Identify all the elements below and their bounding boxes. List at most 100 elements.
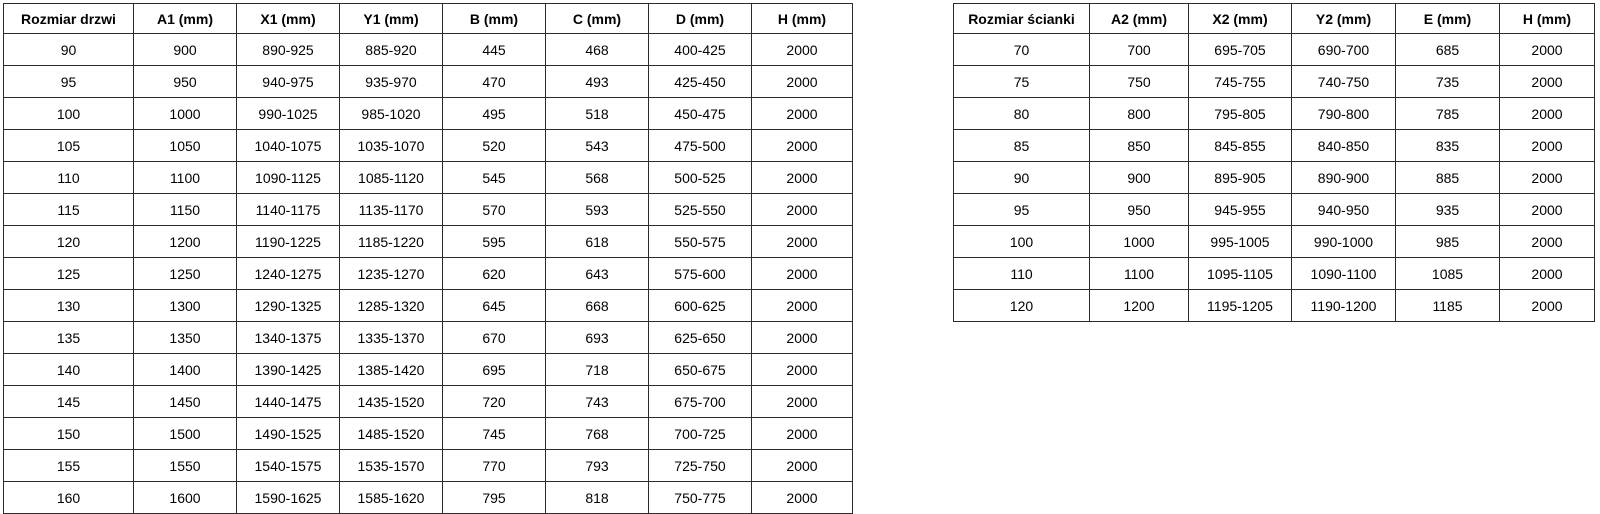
table-cell: 70 [953, 33, 1090, 66]
table-cell: 840-850 [1291, 129, 1396, 162]
table-cell: 130 [3, 289, 134, 322]
table-cell: 1190-1225 [236, 225, 340, 258]
table-cell: 525-550 [648, 193, 752, 226]
column-header: X2 (mm) [1188, 3, 1292, 34]
table-row: 155 1550 1540-1575 1535-1570 770 793 725-750 20… [3, 449, 853, 482]
table-cell: 1385-1420 [339, 353, 443, 386]
table-cell: 2000 [751, 289, 853, 322]
table-cell: 1090-1125 [236, 161, 340, 194]
table-cell: 2000 [751, 129, 853, 162]
door-sizes-table: Rozmiar drzwi A1 (mm) X1 (mm) Y1 (mm) B (mm)… [3, 3, 853, 514]
table-cell: 940-950 [1291, 193, 1396, 226]
table-cell: 1085-1120 [339, 161, 443, 194]
table-cell: 2000 [1499, 161, 1595, 194]
table-cell: 885 [1395, 161, 1500, 194]
table-cell: 745 [442, 417, 546, 450]
table-cell: 693 [545, 321, 649, 354]
table-cell: 695-705 [1188, 33, 1292, 66]
table-cell: 818 [545, 481, 649, 514]
table-cell: 1050 [133, 129, 237, 162]
table-cell: 110 [953, 257, 1090, 290]
table-row: 95 950 945-955 940-950 935 2000 [953, 193, 1595, 226]
table-cell: 100 [953, 225, 1090, 258]
table-cell: 1450 [133, 385, 237, 418]
table-cell: 1095-1105 [1188, 257, 1292, 290]
table-cell: 1195-1205 [1188, 289, 1292, 322]
table-cell: 2000 [751, 385, 853, 418]
table-cell: 740-750 [1291, 65, 1396, 98]
table-cell: 110 [3, 161, 134, 194]
table-cell: 2000 [1499, 65, 1595, 98]
table-cell: 150 [3, 417, 134, 450]
table-cell: 2000 [751, 193, 853, 226]
table-cell: 145 [3, 385, 134, 418]
table-cell: 2000 [751, 417, 853, 450]
table-cell: 670 [442, 321, 546, 354]
header-row: Rozmiar ścianki A2 (mm) X2 (mm) Y2 (mm) E (m… [953, 3, 1595, 34]
table-cell: 2000 [751, 321, 853, 354]
table-cell: 690-700 [1291, 33, 1396, 66]
table-cell: 550-575 [648, 225, 752, 258]
table-cell: 493 [545, 65, 649, 98]
column-header: E (mm) [1395, 3, 1500, 34]
table-cell: 575-600 [648, 257, 752, 290]
table-cell: 90 [3, 33, 134, 66]
table-cell: 1585-1620 [339, 481, 443, 514]
table-cell: 495 [442, 97, 546, 130]
table-cell: 2000 [751, 161, 853, 194]
table-cell: 935 [1395, 193, 1500, 226]
column-header: B (mm) [442, 3, 546, 34]
table-cell: 700 [1089, 33, 1189, 66]
table-cell: 2000 [751, 481, 853, 514]
table-cell: 1035-1070 [339, 129, 443, 162]
table-cell: 625-650 [648, 321, 752, 354]
table-cell: 668 [545, 289, 649, 322]
table-cell: 795-805 [1188, 97, 1292, 130]
table-cell: 570 [442, 193, 546, 226]
table-row: 100 1000 990-1025 985-1020 495 518 450-475 2000 [3, 97, 853, 130]
table-cell: 105 [3, 129, 134, 162]
table-cell: 995-1005 [1188, 225, 1292, 258]
table-cell: 620 [442, 257, 546, 290]
table-cell: 120 [953, 289, 1090, 322]
table-cell: 1335-1370 [339, 321, 443, 354]
table-cell: 470 [442, 65, 546, 98]
table-row: 90 900 890-925 885-920 445 468 400-425 2000 [3, 33, 853, 66]
table-row: 120 1200 1190-1225 1185-1220 595 618 550-575 20… [3, 225, 853, 258]
wall-sizes-table: Rozmiar ścianki A2 (mm) X2 (mm) Y2 (mm) E (m… [953, 3, 1595, 322]
table-cell: 1590-1625 [236, 481, 340, 514]
table-cell: 568 [545, 161, 649, 194]
table-cell: 1535-1570 [339, 449, 443, 482]
table-cell: 115 [3, 193, 134, 226]
table-cell: 135 [3, 321, 134, 354]
table-cell: 1085 [1395, 257, 1500, 290]
column-header: Rozmiar drzwi [3, 3, 134, 34]
table-cell: 1540-1575 [236, 449, 340, 482]
table-row: 120 1200 1195-1205 1190-1200 1185 2000 [953, 289, 1595, 322]
table-cell: 2000 [751, 97, 853, 130]
table-cell: 2000 [751, 353, 853, 386]
table-row: 125 1250 1240-1275 1235-1270 620 643 575-600 20… [3, 257, 853, 290]
table-cell: 1100 [133, 161, 237, 194]
table-cell: 1100 [1089, 257, 1189, 290]
table-cell: 518 [545, 97, 649, 130]
table-cell: 895-905 [1188, 161, 1292, 194]
column-header: C (mm) [545, 3, 649, 34]
table-cell: 1240-1275 [236, 257, 340, 290]
table-row: 70 700 695-705 690-700 685 2000 [953, 33, 1595, 66]
table-cell: 1485-1520 [339, 417, 443, 450]
table-row: 160 1600 1590-1625 1585-1620 795 818 750-775 20… [3, 481, 853, 514]
table-cell: 1000 [133, 97, 237, 130]
table-row: 90 900 895-905 890-900 885 2000 [953, 161, 1595, 194]
table-row: 130 1300 1290-1325 1285-1320 645 668 600-625 20… [3, 289, 853, 322]
table-cell: 1285-1320 [339, 289, 443, 322]
table-cell: 735 [1395, 65, 1500, 98]
table-cell: 890-925 [236, 33, 340, 66]
table-cell: 120 [3, 225, 134, 258]
column-header: Y1 (mm) [339, 3, 443, 34]
table-cell: 1350 [133, 321, 237, 354]
table-cell: 400-425 [648, 33, 752, 66]
table-cell: 1400 [133, 353, 237, 386]
table-cell: 890-900 [1291, 161, 1396, 194]
